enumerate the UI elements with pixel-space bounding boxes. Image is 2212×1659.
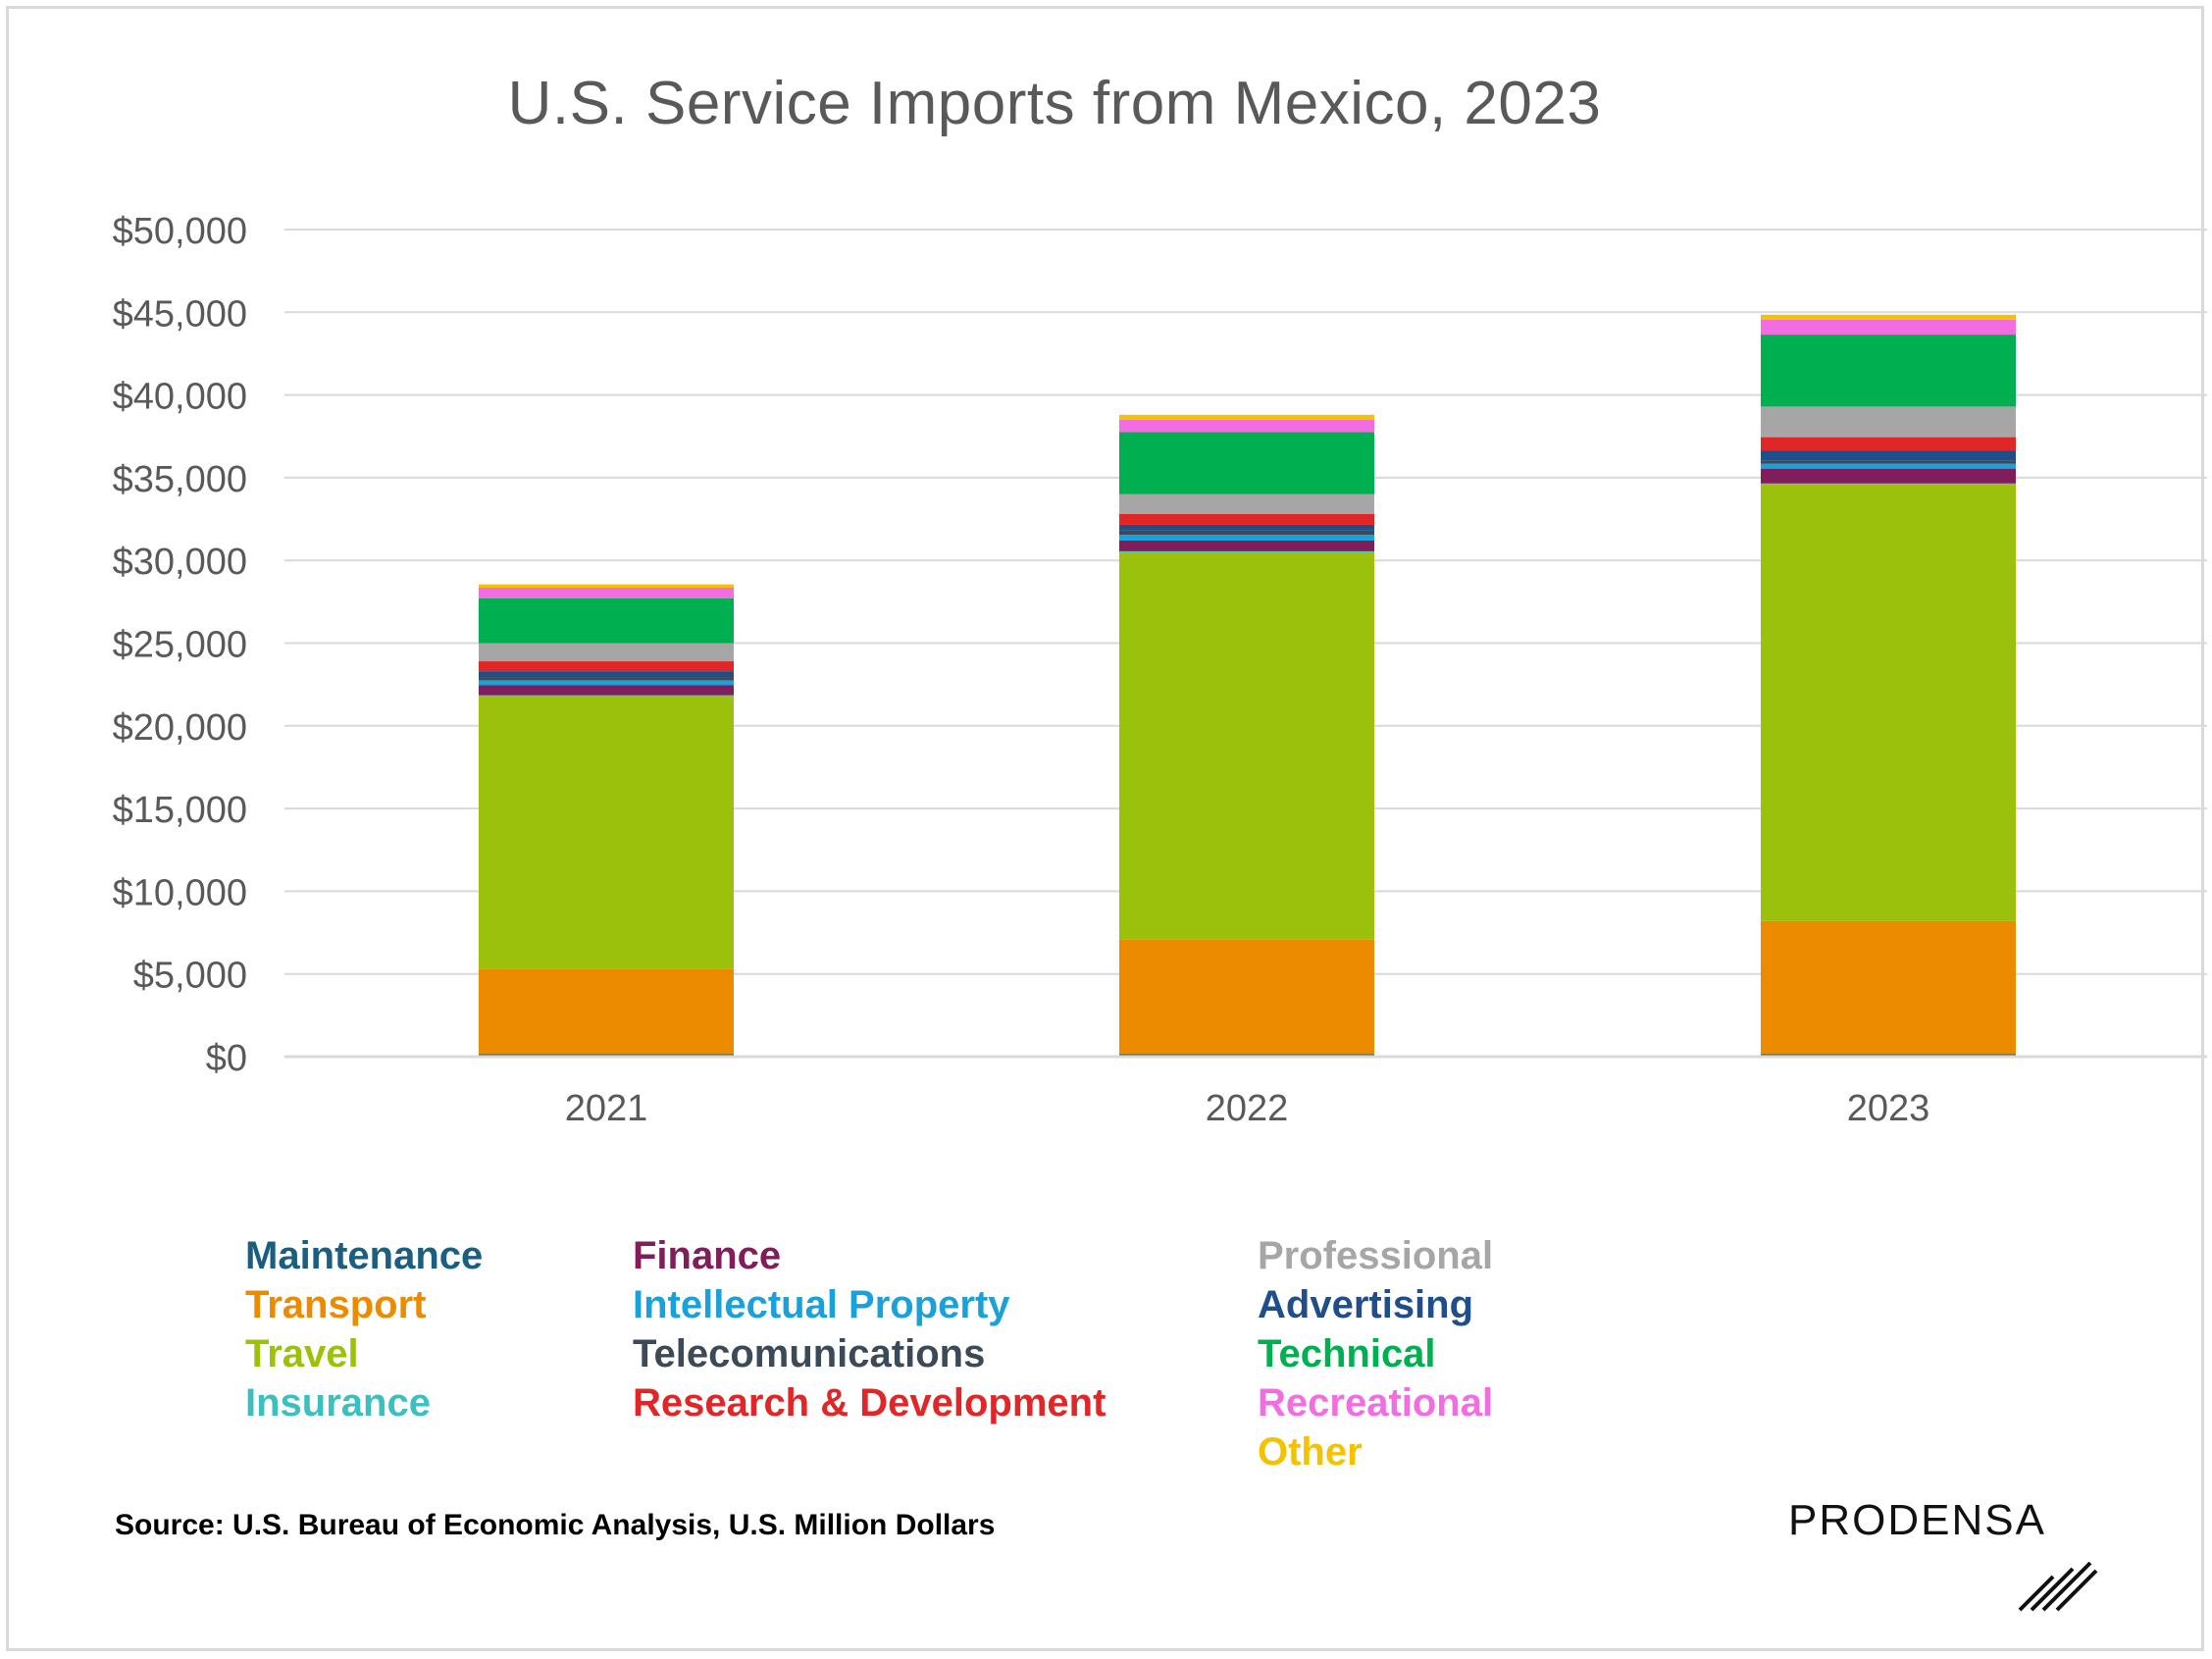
bar-segment-telecomunications-2022: [1119, 530, 1374, 536]
bar-segment-technical-2023: [1761, 335, 2016, 407]
bar-segment-recreational-2022: [1119, 419, 1374, 433]
y-tick-label: $10,000: [113, 872, 247, 913]
bar-segment-other-2023: [1761, 314, 2016, 320]
bar-segment-technical-2022: [1119, 432, 1374, 494]
prodensa-logo: PRODENSA: [1788, 1496, 2098, 1612]
y-tick-label: $5,000: [133, 956, 247, 997]
x-axis-ticks: 2021 2022 2023: [565, 1088, 1930, 1129]
y-tick-label: $50,000: [113, 211, 247, 252]
x-tick-label: 2023: [1847, 1088, 1930, 1129]
bar-segment-finance-2023: [1761, 468, 2016, 484]
bar-segment-finance-2022: [1119, 540, 1374, 551]
bar-segment-intellectual-property-2023: [1761, 463, 2016, 469]
bar-segment-insurance-2022: [1119, 550, 1374, 552]
chart-title: U.S. Service Imports from Mexico, 2023: [507, 70, 1602, 137]
bar-segment-intellectual-property-2021: [479, 680, 734, 686]
bar-segment-travel-2021: [479, 696, 734, 969]
y-tick-label: $25,000: [113, 625, 247, 666]
bar-segment-research-development-2023: [1761, 437, 2016, 451]
bar-segment-transport-2021: [479, 968, 734, 1055]
bar-segment-other-2022: [1119, 414, 1374, 420]
bar-segment-professional-2021: [479, 643, 734, 662]
bar-segment-travel-2023: [1761, 484, 2016, 921]
logo-text: PRODENSA: [1788, 1496, 2046, 1544]
bar-segment-other-2021: [479, 584, 734, 589]
bar-segment-travel-2022: [1119, 551, 1374, 940]
bars: [479, 314, 2016, 1057]
y-tick-label: $30,000: [113, 542, 247, 583]
bar-segment-professional-2022: [1119, 493, 1374, 514]
y-tick-label: $35,000: [113, 459, 247, 500]
y-tick-label: $40,000: [113, 377, 247, 418]
x-tick-label: 2022: [1206, 1088, 1289, 1129]
bar-segment-insurance-2023: [1761, 483, 2016, 485]
bar-segment-intellectual-property-2022: [1119, 535, 1374, 541]
bar-segment-advertising-2021: [479, 671, 734, 678]
x-tick-label: 2021: [565, 1088, 648, 1129]
bar-segment-telecomunications-2023: [1761, 460, 2016, 464]
bar-segment-professional-2023: [1761, 406, 2016, 438]
y-tick-label: $15,000: [113, 790, 247, 831]
bar-segment-advertising-2023: [1761, 450, 2016, 461]
bar-segment-transport-2023: [1761, 920, 2016, 1055]
bar-segment-telecomunications-2021: [479, 677, 734, 681]
bar-segment-advertising-2022: [1119, 524, 1374, 531]
y-axis-ticks: $0 $5,000 $10,000 $15,000 $20,000 $25,000 $30,…: [113, 211, 247, 1079]
diagonal-lines-icon: [2018, 1561, 2098, 1612]
bar-segment-finance-2021: [479, 685, 734, 696]
y-tick-label: $0: [206, 1038, 247, 1079]
y-tick-label: $45,000: [113, 293, 247, 335]
bar-segment-research-development-2022: [1119, 513, 1374, 525]
y-tick-label: $20,000: [113, 707, 247, 749]
bar-segment-recreational-2021: [479, 588, 734, 598]
bar-segment-recreational-2023: [1761, 319, 2016, 336]
bar-segment-research-development-2021: [479, 661, 734, 672]
bar-segment-technical-2021: [479, 597, 734, 644]
chart-frame: [6, 6, 2204, 1651]
bar-segment-insurance-2021: [479, 695, 734, 697]
source-note: Source: U.S. Bureau of Economic Analysis…: [115, 1509, 996, 1541]
bar-segment-transport-2022: [1119, 939, 1374, 1055]
